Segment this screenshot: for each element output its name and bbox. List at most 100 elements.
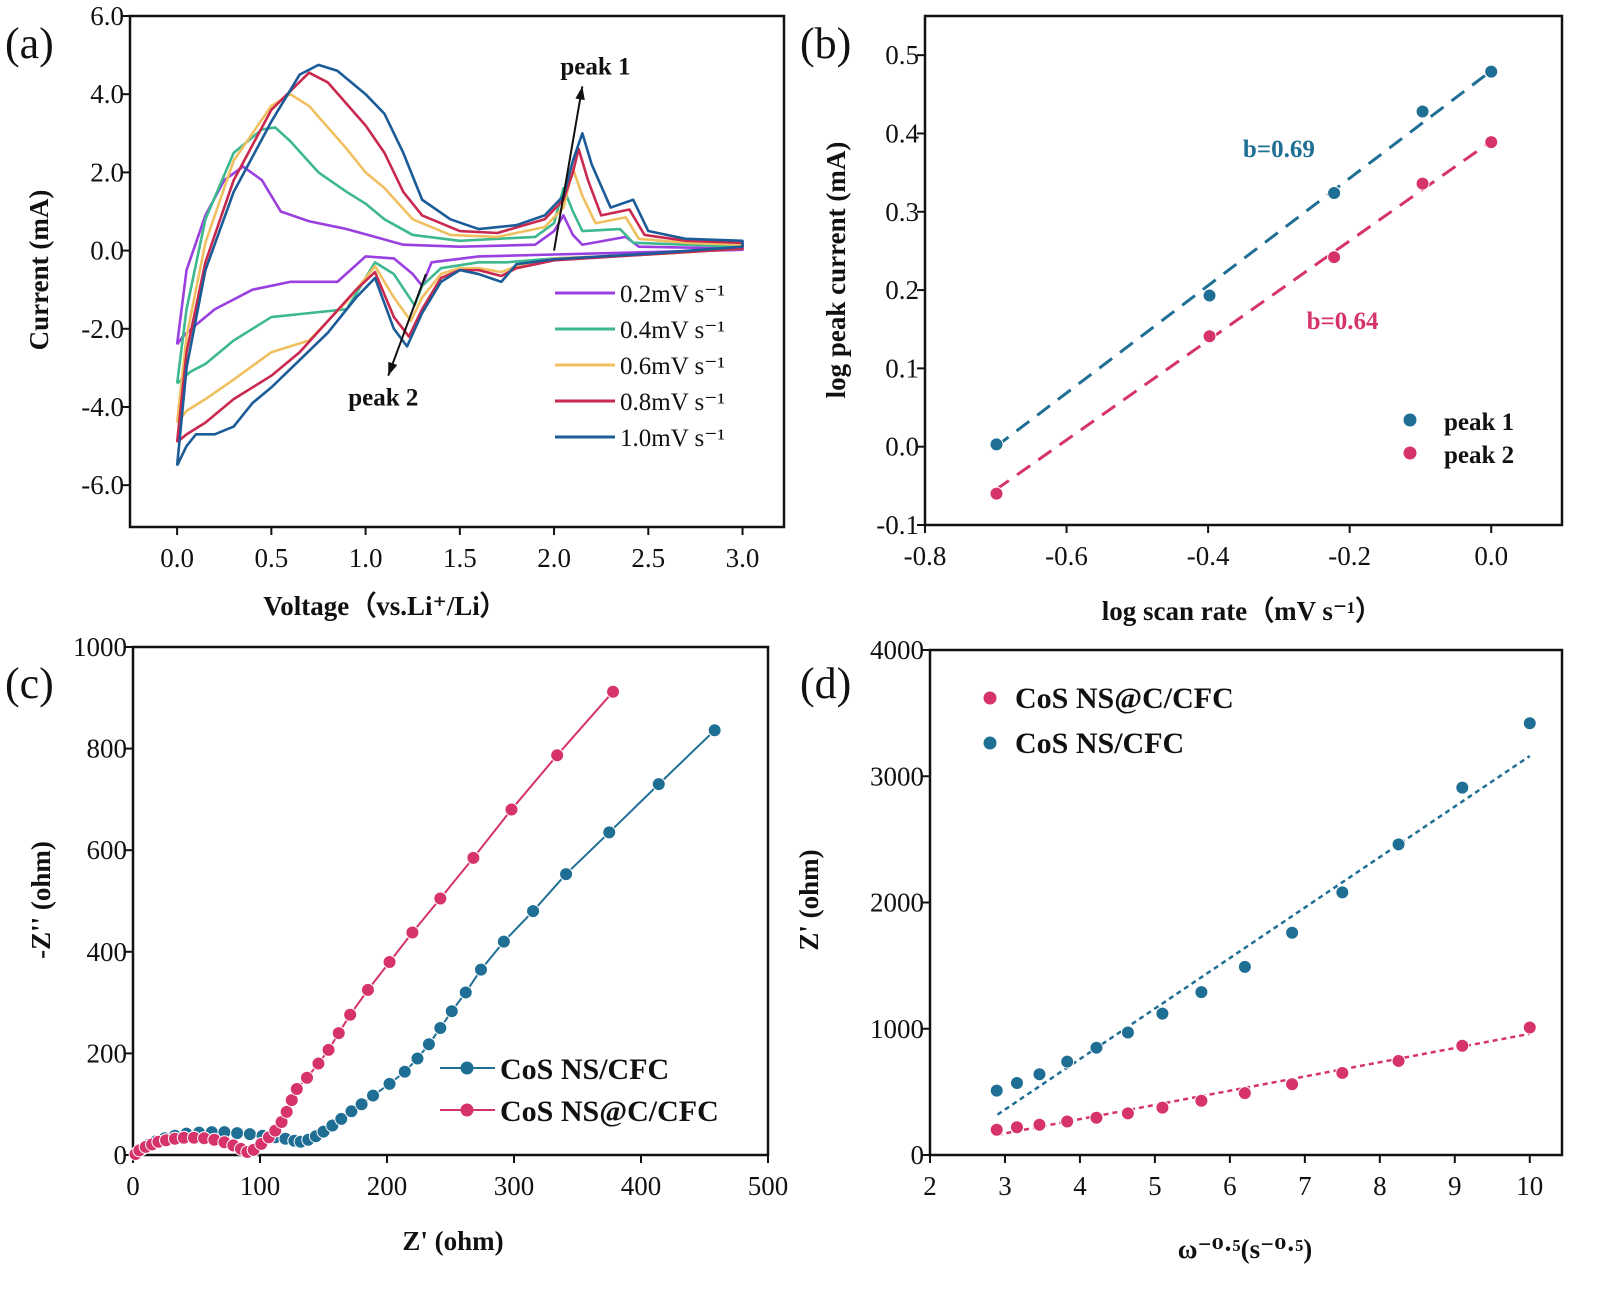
data-point bbox=[989, 437, 1004, 452]
data-point bbox=[989, 486, 1004, 501]
data-point bbox=[311, 1056, 326, 1071]
y-tick-label: 0.5 bbox=[885, 40, 919, 70]
x-tick-label: 3.0 bbox=[726, 543, 760, 573]
y-tick-label: 0 bbox=[114, 1140, 128, 1170]
panel-b: (b) -0.8 -0.6 -0.4 -0.2 0.0 -0.1 0.0 0.1 0.2 0.3 0.… bbox=[800, 14, 1564, 626]
data-point bbox=[473, 962, 488, 977]
y-tick-label: -4.0 bbox=[81, 392, 124, 422]
legend-label: 0.4mV s⁻¹ bbox=[620, 317, 725, 344]
y-tick-label: 0 bbox=[911, 1140, 925, 1170]
y-axis-title: -Z'' (ohm) bbox=[26, 841, 56, 959]
x-axis-title: log scan rate（mV s⁻¹） bbox=[1102, 596, 1383, 626]
legend-label: 0.8mV s⁻¹ bbox=[620, 389, 725, 416]
y-tick-label: 2.0 bbox=[90, 157, 124, 187]
y-tick-label: 400 bbox=[87, 937, 128, 967]
legend-label: 1.0mV s⁻¹ bbox=[620, 425, 725, 452]
fit-line bbox=[994, 69, 1493, 448]
x-tick-label: 7 bbox=[1298, 1171, 1312, 1201]
fit-line bbox=[997, 1032, 1530, 1137]
x-axis-title: Z' (ohm) bbox=[402, 1226, 503, 1256]
panel-a: (a) 0.0 0.5 1.0 1.5 2.0 2.5 3.0 -6.0 -4.0 -2.0 0.0 2… bbox=[5, 1, 786, 621]
y-tick-label: 6.0 bbox=[90, 1, 124, 31]
data-point bbox=[1522, 1020, 1537, 1035]
data-point bbox=[1089, 1040, 1104, 1055]
cv-curve bbox=[175, 126, 744, 385]
data-point bbox=[989, 1083, 1004, 1098]
data-point bbox=[354, 1097, 369, 1112]
x-tick-label: -0.2 bbox=[1328, 541, 1371, 571]
x-tick-label: 0.0 bbox=[160, 543, 194, 573]
x-tick-label: 0.5 bbox=[254, 543, 288, 573]
data-point bbox=[989, 1122, 1004, 1137]
y-tick-label: 0.2 bbox=[885, 275, 919, 305]
data-point bbox=[559, 867, 574, 882]
data-point bbox=[504, 802, 519, 817]
panel-label: (a) bbox=[5, 19, 54, 68]
series-0: 0.2mV s⁻¹ bbox=[175, 165, 744, 346]
y-tick-label: 0.1 bbox=[885, 353, 919, 383]
data-point bbox=[602, 825, 617, 840]
data-point bbox=[458, 985, 473, 1000]
data-point bbox=[1155, 1100, 1170, 1115]
x-tick-label: 200 bbox=[367, 1171, 408, 1201]
data-point bbox=[331, 1026, 346, 1041]
data-point bbox=[1391, 1053, 1406, 1068]
legend-marker bbox=[1403, 446, 1417, 460]
x-tick-label: 6 bbox=[1223, 1171, 1237, 1201]
data-point bbox=[1285, 925, 1300, 940]
x-tick-label: 400 bbox=[621, 1171, 662, 1201]
legend-label: CoS NS@C/CFC bbox=[1015, 682, 1234, 715]
legend-label: CoS NS/CFC bbox=[1015, 727, 1184, 760]
panel-c: (c) 0 100 200 300 400 500 0 200 400 600 800 1000 Z' (… bbox=[5, 632, 788, 1256]
y-tick-label: 0.0 bbox=[885, 432, 919, 462]
y-axis-title: log peak current (mA) bbox=[821, 142, 851, 399]
data-point bbox=[1120, 1106, 1135, 1121]
arrowhead bbox=[388, 361, 398, 376]
plot-frame bbox=[128, 14, 786, 529]
y-tick-label: 0.3 bbox=[885, 197, 919, 227]
x-tick-label: 0.0 bbox=[1474, 541, 1508, 571]
data-point bbox=[1455, 1038, 1470, 1053]
legend-label: CoS NS/CFC bbox=[500, 1053, 669, 1086]
legend-marker bbox=[983, 736, 997, 750]
y-tick-label: -0.1 bbox=[876, 510, 919, 540]
data-point bbox=[1391, 837, 1406, 852]
x-axis-title: Voltage（vs.Li⁺/Li） bbox=[263, 591, 507, 621]
x-tick-label: 2 bbox=[923, 1171, 937, 1201]
legend-label: 0.2mV s⁻¹ bbox=[620, 281, 725, 308]
data-point bbox=[526, 904, 541, 919]
y-tick-label: -2.0 bbox=[81, 314, 124, 344]
y-tick-label: 1000 bbox=[73, 632, 127, 662]
series-1: CoS NS@C/CFC bbox=[128, 684, 719, 1161]
data-point bbox=[366, 1088, 381, 1103]
data-point bbox=[1522, 716, 1537, 731]
y-tick-label: 1000 bbox=[870, 1014, 924, 1044]
x-tick-label: 2.5 bbox=[631, 543, 665, 573]
y-tick-label: 600 bbox=[87, 835, 128, 865]
cv-curve bbox=[175, 92, 744, 424]
data-point bbox=[433, 891, 448, 906]
series-0: CoS NS@C/CFC bbox=[983, 682, 1537, 1137]
data-point bbox=[360, 982, 375, 997]
legend-marker bbox=[460, 1103, 474, 1117]
data-point bbox=[496, 934, 511, 949]
annotation-arrow bbox=[387, 273, 427, 377]
x-tick-label: 100 bbox=[240, 1171, 281, 1201]
data-point bbox=[1202, 288, 1217, 303]
data-point bbox=[382, 1076, 397, 1091]
fit-line bbox=[996, 755, 1531, 1116]
x-tick-label: 1.5 bbox=[443, 543, 477, 573]
data-point bbox=[1060, 1054, 1075, 1069]
data-point bbox=[1194, 1093, 1209, 1108]
data-point bbox=[405, 925, 420, 940]
data-point bbox=[344, 1104, 359, 1119]
data-point bbox=[1032, 1117, 1047, 1132]
y-tick-label: 4.0 bbox=[90, 79, 124, 109]
arrowhead bbox=[575, 86, 585, 101]
series-4: 1.0mV s⁻¹ bbox=[175, 63, 744, 467]
data-point bbox=[433, 1021, 448, 1035]
fit-line bbox=[994, 140, 1493, 491]
cv-curve bbox=[175, 165, 744, 346]
x-tick-label: 3 bbox=[998, 1171, 1012, 1201]
